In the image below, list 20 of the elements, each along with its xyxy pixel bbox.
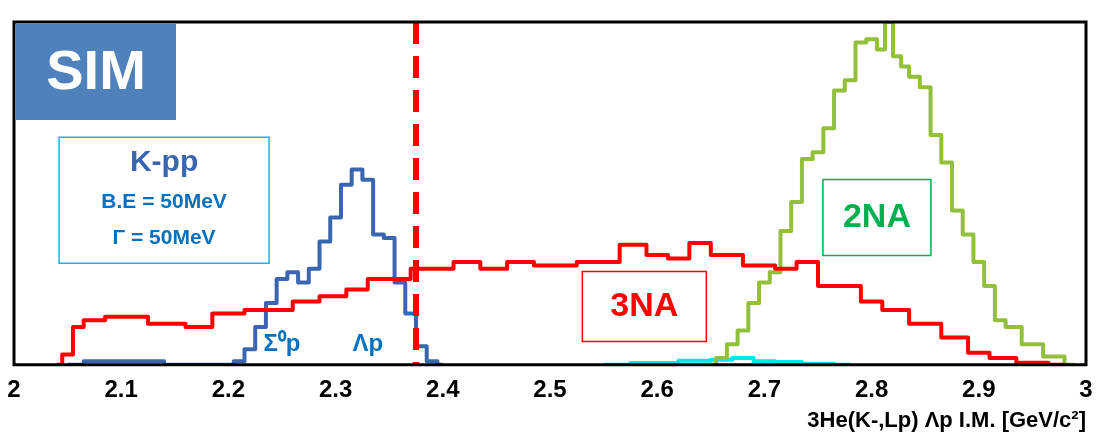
x-tick-label: 2.7	[747, 374, 782, 402]
x-tick-label: 2.8	[854, 374, 889, 402]
x-tick-label: 2.2	[211, 374, 246, 402]
annotation: Γ = 50MeV	[112, 225, 216, 249]
annotation: Λp	[352, 328, 384, 356]
x-axis-title: 3He(K-,Lp) Λp I.M. [GeV/c²]	[807, 406, 1086, 432]
x-tick-label: 2.3	[318, 374, 353, 402]
annotation: Σ⁰p	[263, 328, 301, 356]
text: K-pp	[129, 143, 199, 177]
x-tick-label: 2.9	[962, 374, 996, 402]
x-tick-label: 2.1	[104, 374, 138, 402]
annotation: SIM	[46, 38, 146, 102]
series-label: 3NA	[610, 284, 679, 323]
series-label: 2NA	[842, 195, 911, 234]
x-tick-label: 2.4	[426, 374, 461, 402]
x-tick-label: 3	[1079, 374, 1093, 402]
x-tick-label: 2	[7, 374, 21, 402]
x-tick-label: 2.6	[640, 374, 674, 402]
annotation: B.E = 50MeV	[101, 189, 227, 213]
x-tick-label: 2.5	[533, 374, 567, 402]
